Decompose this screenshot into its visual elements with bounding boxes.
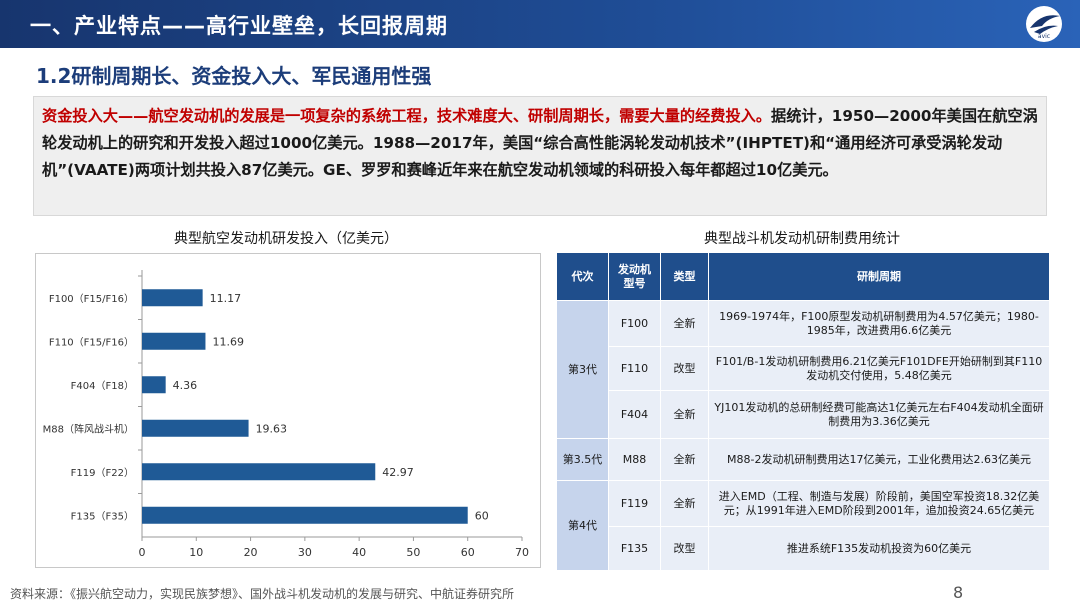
model-cell: F404 [608, 390, 661, 439]
x-tick-label: 20 [244, 546, 258, 559]
model-cell: M88 [608, 438, 661, 481]
generation-cell: 第4代 [556, 480, 609, 571]
category-label: F100（F15/F16） [49, 293, 134, 305]
intro-highlight: 资金投入大——航空发动机的发展是一项复杂的系统工程，技术难度大、研制周期长，需要… [42, 107, 771, 125]
category-label: F135（F35） [71, 510, 134, 522]
header-generation: 代次 [556, 252, 609, 301]
table-row: F135 改型 推进系统F135发动机投资为60亿美元 [557, 526, 1050, 571]
header-type: 类型 [660, 252, 709, 301]
category-label: F119（F22） [71, 467, 134, 479]
type-cell: 全新 [660, 438, 709, 481]
intro-body: 据统计，1950—2000年美国在航空涡轮发动机上的研究和开发投入超过1000亿… [42, 107, 1038, 179]
table-row: 第4代 F119 全新 进入EMD（工程、制造与发展）阶段前，美国空军投资18.… [556, 480, 1050, 571]
category-label: F110（F15/F16） [49, 336, 134, 348]
header-model: 发动机型号 [608, 252, 661, 301]
generation-cell: 第3.5代 [556, 438, 609, 481]
desc-cell: F101/B-1发动机研制费用6.21亿美元F101DFE开始研制到其F110发… [708, 346, 1050, 391]
desc-cell: M88-2发动机研制费用达17亿美元，工业化费用达2.63亿美元 [708, 438, 1050, 481]
desc-cell: 推进系统F135发动机投资为60亿美元 [708, 526, 1050, 571]
model-cell: F110 [608, 346, 661, 391]
x-tick-label: 0 [139, 546, 146, 559]
page-number: 8 [953, 583, 964, 602]
x-tick-label: 50 [406, 546, 420, 559]
desc-cell: YJ101发动机的总研制经费可能高达1亿美元左右F404发动机全面研制费用为3.… [708, 390, 1050, 439]
model-cell: F119 [608, 480, 661, 527]
category-label: M88（阵风战斗机） [43, 422, 134, 435]
slide-subtitle: 1.2研制周期长、资金投入大、军民通用性强 [36, 64, 432, 88]
table-row: F404 全新 YJ101发动机的总研制经费可能高达1亿美元左右F404发动机全… [557, 390, 1050, 439]
intro-paragraph: 资金投入大——航空发动机的发展是一项复杂的系统工程，技术难度大、研制周期长，需要… [33, 96, 1047, 216]
desc-cell: 进入EMD（工程、制造与发展）阶段前，美国空军投资18.32亿美元；从1991年… [708, 480, 1050, 527]
bar [142, 463, 376, 481]
table-title: 典型战斗机发动机研制费用统计 [704, 231, 900, 247]
type-cell: 改型 [660, 526, 709, 571]
desc-cell: 1969-1974年，F100原型发动机研制费用为4.57亿美元；1980-19… [708, 300, 1050, 347]
type-cell: 改型 [660, 346, 709, 391]
type-cell: 全新 [660, 300, 709, 347]
chart-title: 典型航空发动机研发投入（亿美元） [174, 231, 398, 247]
value-label: 60 [475, 509, 489, 522]
bar [142, 332, 206, 350]
x-tick-label: 10 [189, 546, 203, 559]
value-label: 42.97 [382, 466, 414, 479]
avic-logo-icon: avic [1026, 6, 1062, 42]
bar [142, 506, 468, 524]
logo-text: avic [1038, 33, 1050, 40]
bar-chart-panel: 0 10 20 30 40 50 60 70 F100（F15/F16） 11.17 F110（F1… [35, 253, 541, 568]
bar [142, 419, 249, 437]
x-tick-label: 70 [515, 546, 529, 559]
bar [142, 376, 166, 394]
type-cell: 全新 [660, 390, 709, 439]
value-label: 11.17 [210, 292, 242, 305]
model-cell: F135 [608, 526, 661, 571]
x-tick-label: 30 [298, 546, 312, 559]
generation-cell: 第3代 [556, 300, 609, 439]
section-title: 一、产业特点——高行业壁垒，长回报周期 [30, 14, 448, 38]
source-note: 资料来源：《振兴航空动力，实现民族梦想》、国外战斗机发动机的发展与研究、中航证券… [10, 587, 515, 601]
value-label: 11.69 [212, 335, 244, 348]
table-row: F110 改型 F101/B-1发动机研制费用6.21亿美元F101DFE开始研… [557, 346, 1050, 391]
type-cell: 全新 [660, 480, 709, 527]
top-banner: 一、产业特点——高行业壁垒，长回报周期 avic [0, 0, 1080, 48]
engine-cost-table: 代次 发动机型号 类型 研制周期 第3代 F100 全新 1969-1974年，… [556, 252, 1050, 571]
model-cell: F100 [608, 300, 661, 347]
bar-chart: 0 10 20 30 40 50 60 70 F100（F15/F16） 11.17 F110（F1… [43, 270, 529, 559]
table-row: 第3代 F100 全新 1969-1974年，F100原型发动机研制费用为4.5… [556, 300, 1050, 439]
value-label: 19.63 [256, 422, 288, 435]
table-header-row: 代次 发动机型号 类型 研制周期 [556, 252, 1050, 301]
x-tick-label: 60 [461, 546, 475, 559]
category-label: F404（F18） [71, 380, 134, 392]
header-period: 研制周期 [708, 252, 1050, 301]
table-row: 第3.5代 M88 全新 M88-2发动机研制费用达17亿美元，工业化费用达2.… [556, 438, 1050, 481]
bar [142, 289, 203, 307]
value-label: 4.36 [173, 379, 198, 392]
x-tick-label: 40 [352, 546, 366, 559]
